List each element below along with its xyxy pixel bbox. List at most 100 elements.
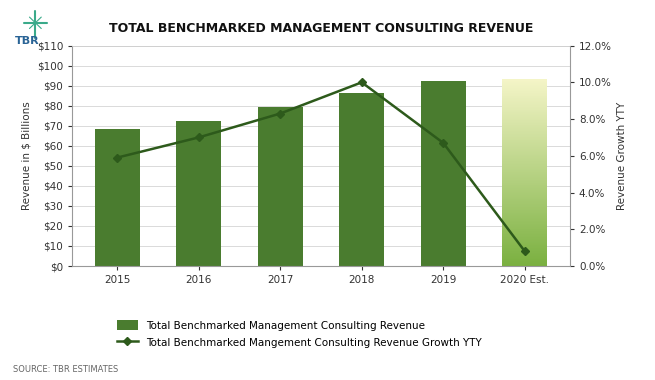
Bar — [502, 206, 547, 207]
Bar — [502, 237, 547, 238]
Bar — [502, 109, 547, 111]
Bar — [502, 223, 547, 224]
Bar — [502, 182, 547, 183]
Bar — [502, 111, 547, 112]
Bar — [502, 194, 547, 195]
Bar — [502, 236, 547, 237]
Bar — [502, 116, 547, 117]
Bar — [502, 251, 547, 252]
Bar — [502, 151, 547, 152]
Bar — [502, 86, 547, 87]
Bar — [502, 202, 547, 203]
Bar — [502, 163, 547, 164]
Bar — [502, 105, 547, 106]
Bar — [502, 147, 547, 148]
Bar — [421, 81, 466, 266]
Bar — [502, 263, 547, 264]
Bar — [502, 180, 547, 181]
Legend: Total Benchmarked Management Consulting Revenue, Total Benchmarked Mangement Con: Total Benchmarked Management Consulting … — [117, 320, 482, 348]
Bar — [502, 212, 547, 214]
Bar — [502, 211, 547, 212]
Bar — [502, 231, 547, 232]
Bar — [502, 240, 547, 241]
Bar — [95, 129, 140, 266]
Bar — [502, 179, 547, 180]
Bar — [502, 134, 547, 135]
Bar — [502, 123, 547, 124]
Bar — [502, 204, 547, 205]
Bar — [502, 260, 547, 261]
Bar — [502, 138, 547, 139]
Bar — [502, 102, 547, 103]
Bar — [502, 84, 547, 85]
Bar — [502, 181, 547, 182]
Bar — [502, 254, 547, 255]
Bar — [502, 103, 547, 104]
Bar — [502, 121, 547, 122]
Bar — [502, 101, 547, 102]
Bar — [502, 258, 547, 260]
Bar — [502, 252, 547, 253]
Bar — [502, 188, 547, 189]
Bar — [502, 256, 547, 258]
Bar — [502, 193, 547, 194]
Bar — [502, 222, 547, 223]
Bar — [502, 117, 547, 118]
Bar — [502, 168, 547, 169]
Bar — [502, 203, 547, 204]
Bar — [502, 242, 547, 244]
Bar — [502, 244, 547, 245]
Bar — [502, 160, 547, 161]
Bar — [502, 115, 547, 116]
Bar — [502, 262, 547, 263]
Bar — [502, 199, 547, 200]
Bar — [502, 152, 547, 153]
Bar — [502, 246, 547, 247]
Bar — [502, 132, 547, 133]
Bar — [502, 137, 547, 138]
Bar — [502, 164, 547, 165]
Bar — [502, 241, 547, 242]
Bar — [502, 148, 547, 149]
Bar — [502, 92, 547, 93]
Bar — [502, 264, 547, 265]
Bar — [502, 82, 547, 83]
Bar — [502, 253, 547, 254]
Bar — [502, 225, 547, 226]
Bar — [502, 98, 547, 99]
Bar — [502, 239, 547, 240]
Bar — [502, 233, 547, 234]
Bar — [502, 226, 547, 228]
Bar — [502, 107, 547, 108]
Bar — [502, 91, 547, 92]
Bar — [502, 135, 547, 136]
Bar — [502, 149, 547, 150]
Bar — [502, 186, 547, 187]
Bar — [502, 205, 547, 206]
Bar — [502, 234, 547, 235]
Bar — [502, 143, 547, 144]
Bar — [502, 125, 547, 127]
Bar — [502, 235, 547, 236]
Bar — [502, 154, 547, 155]
Bar — [258, 107, 303, 266]
Bar — [502, 141, 547, 142]
Bar — [502, 207, 547, 208]
Bar — [502, 166, 547, 167]
Bar — [502, 218, 547, 219]
Bar — [502, 173, 547, 174]
Bar — [502, 83, 547, 84]
Bar — [502, 81, 547, 82]
Bar — [502, 208, 547, 209]
Bar — [502, 248, 547, 249]
Bar — [502, 90, 547, 91]
Bar — [502, 120, 547, 121]
Bar — [502, 265, 547, 266]
Bar — [502, 184, 547, 185]
Bar — [502, 106, 547, 107]
Bar — [502, 139, 547, 141]
Bar — [502, 88, 547, 89]
Bar — [502, 190, 547, 191]
Bar — [502, 221, 547, 222]
Bar — [502, 210, 547, 211]
